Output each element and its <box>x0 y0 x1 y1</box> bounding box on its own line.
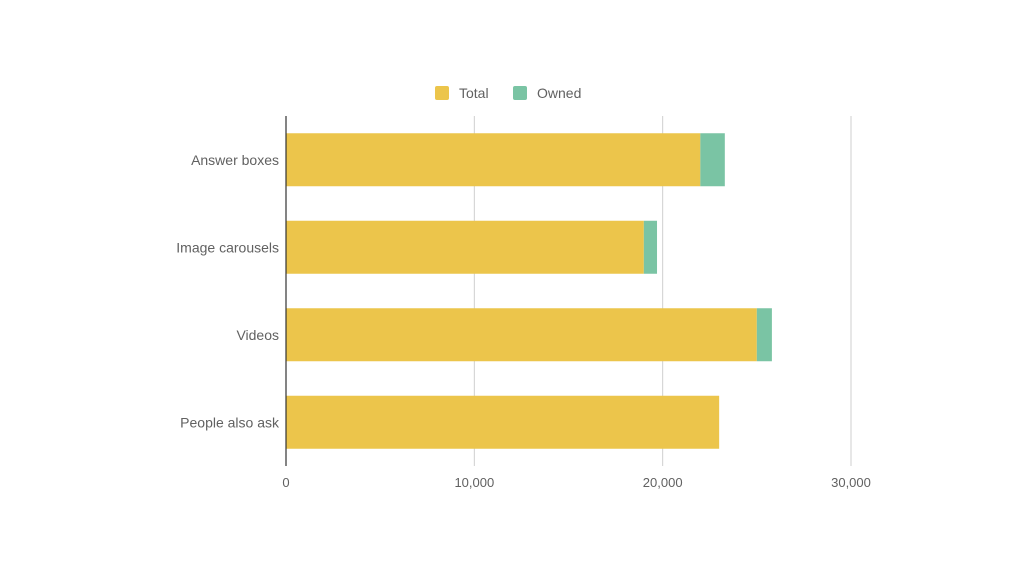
x-tick-label: 10,000 <box>454 475 494 490</box>
bar-owned-videos <box>756 308 772 362</box>
category-labels: Answer boxes Image carousels Videos People … <box>176 152 280 431</box>
legend-label: Owned <box>537 85 581 101</box>
bar-total-videos <box>286 308 757 362</box>
bar-owned-image-carousels <box>643 220 658 274</box>
bar-total-people-also-ask <box>286 395 720 449</box>
legend-swatch <box>435 86 449 100</box>
x-tick-labels: 0 10,000 20,000 30,000 <box>282 475 871 490</box>
bar-total-answer-boxes <box>286 133 701 187</box>
legend-item-owned: Owned <box>513 85 581 101</box>
legend: Total Owned <box>435 85 581 101</box>
category-label: Videos <box>236 327 279 343</box>
legend-item-total: Total <box>435 85 489 101</box>
category-label: Image carousels <box>176 239 279 255</box>
bar-total-image-carousels <box>286 220 644 274</box>
x-tick-label: 0 <box>282 475 289 490</box>
legend-swatch <box>513 86 527 100</box>
bar-owned-answer-boxes <box>700 133 725 187</box>
x-tick-label: 20,000 <box>643 475 683 490</box>
bars <box>286 133 772 449</box>
legend-label: Total <box>459 85 489 101</box>
x-tick-label: 30,000 <box>831 475 871 490</box>
category-label: Answer boxes <box>191 152 279 168</box>
category-label: People also ask <box>180 414 280 430</box>
